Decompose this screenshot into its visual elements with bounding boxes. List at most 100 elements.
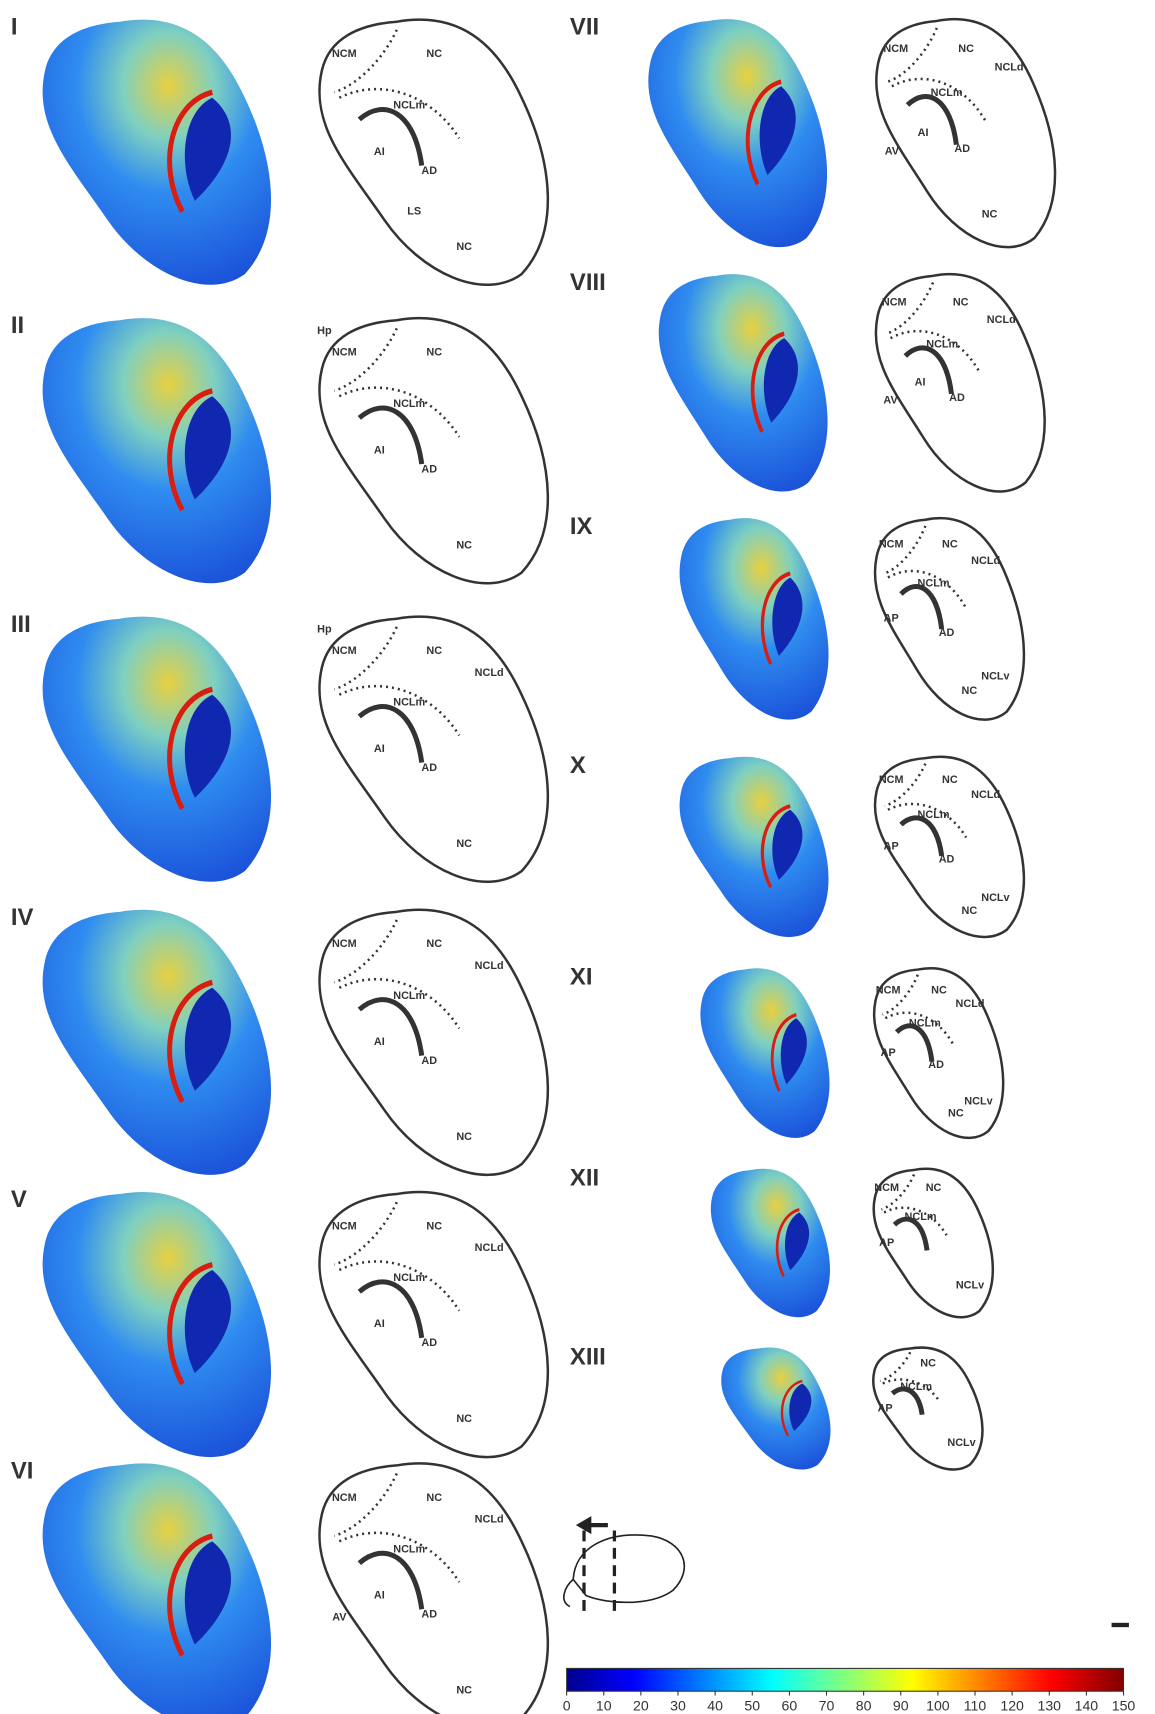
schematic-boundary <box>334 920 459 1029</box>
region-label: NC <box>948 1108 964 1120</box>
colorbar-tick-label: 110 <box>964 1698 987 1714</box>
region-label: NC <box>456 838 472 850</box>
heatmap <box>721 1347 831 1470</box>
region-label: NC <box>426 1492 442 1504</box>
region-label: NC <box>426 1220 442 1232</box>
colorbar-tick-label: 120 <box>1000 1698 1024 1714</box>
heatmap-band <box>750 331 785 433</box>
region-label: AD <box>954 143 970 155</box>
panel-label: X <box>570 752 586 779</box>
colorbar-tick-label: 20 <box>633 1698 649 1714</box>
region-label: NCLv <box>964 1095 992 1107</box>
region-label: NCLd <box>475 667 504 679</box>
region-label: AD <box>421 165 437 177</box>
heatmap-tissue <box>42 909 272 1175</box>
brain-inset <box>563 1516 685 1618</box>
region-label: NC <box>942 774 958 786</box>
heatmap-band <box>167 979 214 1104</box>
heatmap-dark <box>184 1541 231 1645</box>
region-label: NC <box>931 984 947 996</box>
schematic <box>319 1463 547 1714</box>
panel-label: II <box>11 312 24 339</box>
heatmap-tissue <box>658 274 828 492</box>
region-label: AI <box>915 376 926 388</box>
region-label: AI <box>374 1318 385 1330</box>
schematic <box>319 617 547 882</box>
region-label: NC <box>942 538 958 550</box>
colorbar-tick-label: 80 <box>856 1698 872 1714</box>
region-label: NC <box>456 1131 472 1143</box>
schematic-boundary <box>885 526 966 608</box>
colorbar-tick-label: 60 <box>782 1698 798 1714</box>
schematic-ventricle <box>892 1389 922 1415</box>
region-label: NC <box>953 296 969 308</box>
heatmap-tissue <box>679 518 829 720</box>
heatmap-dark <box>184 396 231 500</box>
region-label: AD <box>928 1059 944 1071</box>
region-label: NCLm <box>393 398 425 410</box>
region-label: AD <box>421 762 437 774</box>
schematic-boundary <box>334 30 459 139</box>
schematic-ventricle <box>359 110 421 166</box>
region-label: AD <box>421 1337 437 1349</box>
region-label: AD <box>939 853 955 865</box>
region-label: NCM <box>883 43 908 55</box>
schematic-ventricle <box>894 1219 927 1250</box>
region-label: AD <box>949 392 965 404</box>
region-label: NCM <box>332 1492 357 1504</box>
schematic-ventricle <box>359 1000 421 1056</box>
region-label: NCM <box>879 538 904 550</box>
heatmap-tissue <box>42 1463 272 1714</box>
schematic-ventricle <box>359 408 421 464</box>
colorbar-tick-label: 70 <box>819 1698 835 1714</box>
heatmap-band <box>745 79 782 186</box>
region-label: AP <box>879 1237 894 1249</box>
schematic-ventricle <box>359 1553 421 1609</box>
schematic-outline <box>874 968 1003 1138</box>
region-label: NCLv <box>981 892 1009 904</box>
heatmap-tissue <box>42 19 272 285</box>
schematic-outline <box>875 518 1024 719</box>
region-label: NC <box>456 1685 472 1697</box>
schematic-boundary <box>334 328 459 437</box>
region-label: AP <box>881 1047 896 1059</box>
heatmap-band <box>167 686 214 811</box>
region-label: NCLm <box>918 809 950 821</box>
panel-label: XII <box>570 1164 599 1191</box>
schematic-outline <box>319 1463 547 1714</box>
schematic-ventricle <box>359 1282 421 1338</box>
region-label: NCLv <box>981 670 1009 682</box>
schematic <box>873 1348 982 1470</box>
heatmap-dark <box>184 987 231 1091</box>
heatmap-band <box>775 1207 800 1278</box>
region-label: AV <box>332 1611 347 1623</box>
region-label: AV <box>883 394 898 406</box>
heatmap <box>42 318 272 584</box>
scale-bar <box>1111 1622 1129 1628</box>
region-label: NC <box>456 1413 472 1425</box>
region-label: NC <box>982 209 998 221</box>
region-label: AD <box>421 1609 437 1621</box>
heatmap-tissue <box>721 1347 831 1470</box>
heatmap-dark <box>772 809 803 880</box>
heatmap <box>42 909 272 1175</box>
colorbar-tick-label: 0 <box>563 1698 571 1714</box>
heatmap <box>679 756 829 937</box>
region-label: NCLm <box>931 87 963 99</box>
colorbar-tick-label: 10 <box>596 1698 612 1714</box>
schematic <box>876 274 1045 491</box>
panel-label: IV <box>11 904 34 931</box>
region-label: NC <box>962 905 978 917</box>
schematic-outline <box>873 1348 982 1470</box>
colorbar-tick-label: 90 <box>893 1698 909 1714</box>
panel-label: XI <box>570 964 593 991</box>
schematic-boundary <box>334 1202 459 1311</box>
colorbar-tick-label: 140 <box>1075 1698 1099 1714</box>
region-label: NCLm <box>393 1543 425 1555</box>
region-label: NC <box>926 1182 942 1194</box>
heatmap-band <box>167 388 214 512</box>
panel-label: VI <box>11 1457 34 1484</box>
region-label: NC <box>456 539 472 551</box>
schematic-outline <box>874 1169 993 1317</box>
colorbar-tick-label: 100 <box>926 1698 950 1714</box>
